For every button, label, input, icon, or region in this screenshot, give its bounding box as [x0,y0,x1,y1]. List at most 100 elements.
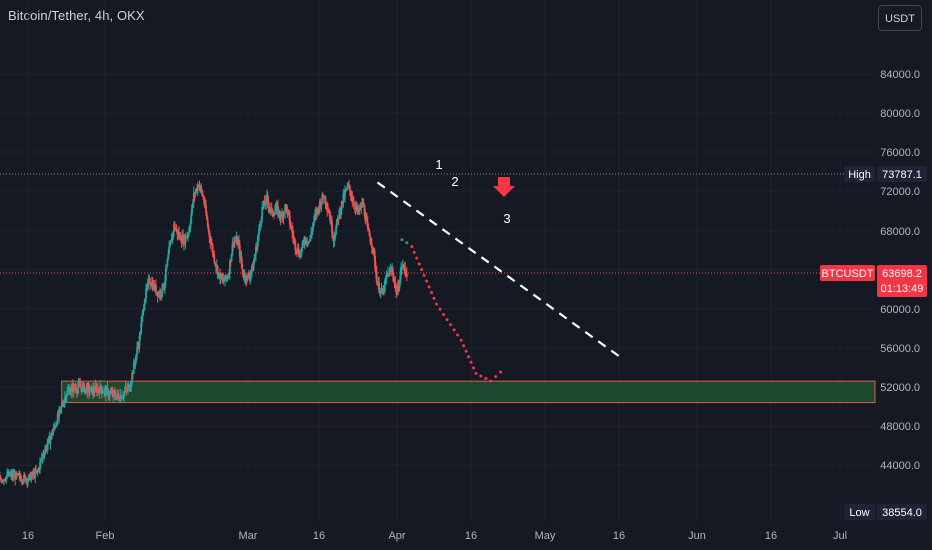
candle-body [178,232,180,238]
candle-body [205,205,207,215]
candle-body [56,413,59,425]
projection-dot [467,355,471,359]
candle-body [240,255,243,264]
candle-body [345,189,348,191]
candle-body [40,458,43,460]
candle-body [392,269,394,276]
candle-body [67,390,70,392]
candle-body [329,216,332,224]
candle [144,297,147,306]
currency-button[interactable]: USDT [878,5,922,31]
wave-label-3: 3 [503,211,510,226]
candle-body [24,476,27,482]
candle-body [87,385,90,387]
candle [92,382,95,397]
candle-body [5,476,8,481]
candle-body [312,222,315,227]
candle [34,466,37,484]
projection-dot [415,256,419,260]
candle-body [261,207,264,219]
candle-body [280,214,283,219]
candle-body [348,185,351,191]
candle-body [173,224,176,230]
x-tick-label: 16 [613,530,625,542]
candle [125,386,128,396]
candle-body [327,210,330,213]
candle-body [212,253,215,255]
candle-body [148,279,151,283]
candle-body [46,444,49,450]
candle-body [287,210,290,213]
candle-body [260,218,263,224]
candle-body [142,309,145,311]
candle [370,237,372,244]
candle-body [184,236,187,244]
candle-body [70,386,73,392]
candle [201,190,204,198]
candle [385,270,388,285]
candle-body [231,244,234,255]
candle-body [238,240,240,245]
candle [305,238,308,246]
candle-body [88,386,90,393]
candle [310,226,313,237]
candle [297,243,300,256]
candle-body [223,281,226,283]
candle-body [399,274,402,284]
candle-body [252,263,255,272]
candle-body [138,335,141,347]
candle-body [299,253,302,255]
candle-body [333,238,336,241]
projection-dot [449,323,453,327]
candle [292,230,295,245]
candle [81,380,84,393]
projection-dot [474,371,478,375]
candle [294,239,297,256]
low-price-tag-value: 38554.0 [882,507,922,519]
candle-body [326,206,329,210]
candle-body [169,243,171,247]
candle-body [75,388,78,392]
candle-body [123,391,126,393]
candle-body [127,386,129,390]
high-price-tag: High 73787.1 [844,166,927,182]
candle-body [405,273,408,277]
candle-body [51,431,54,436]
candle-body [271,209,274,215]
candle [285,204,288,215]
projection-dot [430,291,434,295]
candle-body [164,280,166,288]
candle [316,207,319,217]
candle-body [9,474,12,476]
candle-body [370,243,373,248]
candle-body [247,274,249,276]
candle [15,471,17,480]
candle-body [88,391,91,393]
candle-body [230,254,233,262]
candle-body [100,389,103,394]
candle [47,438,49,451]
candle-body [115,395,118,399]
demand-zone-rect[interactable] [61,380,876,404]
dashed-trendline[interactable] [376,181,625,361]
candle-body [273,211,276,215]
candle-body [346,185,349,190]
candle-body [61,404,64,406]
candle [165,265,168,273]
candle [171,232,174,245]
projection-dot [484,377,488,381]
candle [84,388,86,395]
candle [275,200,278,215]
projection-dot [434,302,438,306]
candle-body [118,395,120,400]
candle-body [86,385,89,394]
candle-body [211,245,214,254]
candle [155,279,157,296]
candle-body [202,196,205,201]
candle [361,197,364,205]
candle-body [23,474,25,481]
y-tick-label: 68000.0 [880,226,920,238]
candle [132,358,135,374]
candle-body [274,209,277,212]
